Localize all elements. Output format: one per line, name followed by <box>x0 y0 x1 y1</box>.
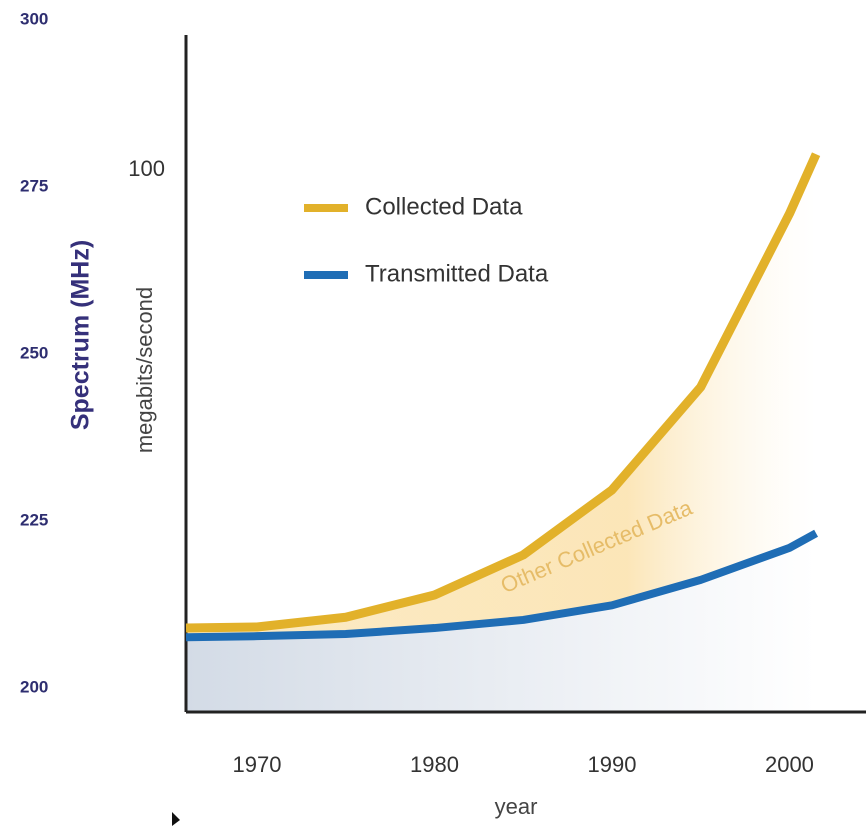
x-tick-label: 1990 <box>587 752 636 777</box>
cursor-arrow <box>172 812 180 826</box>
legend-label: Collected Data <box>365 193 523 220</box>
y-axis-label: megabits/second <box>132 287 157 453</box>
x-tick-label: 2000 <box>765 752 814 777</box>
area-fill <box>186 154 817 638</box>
y2-tick-label: 275 <box>20 176 48 195</box>
y2-tick-label: 300 <box>20 9 48 28</box>
data-line <box>185 529 819 642</box>
y-tick-label: 100 <box>128 156 165 181</box>
y2-tick-label: 250 <box>20 343 48 362</box>
x-tick-label: 1980 <box>410 752 459 777</box>
x-axis-label: year <box>495 794 538 819</box>
data-line <box>185 152 821 633</box>
y2-axis-label: Spectrum (MHz) <box>67 240 95 430</box>
legend-label: Transmitted Data <box>365 260 549 287</box>
y2-tick-label: 200 <box>20 677 48 696</box>
x-tick-label: 1970 <box>233 752 282 777</box>
y2-tick-label: 225 <box>20 510 48 529</box>
